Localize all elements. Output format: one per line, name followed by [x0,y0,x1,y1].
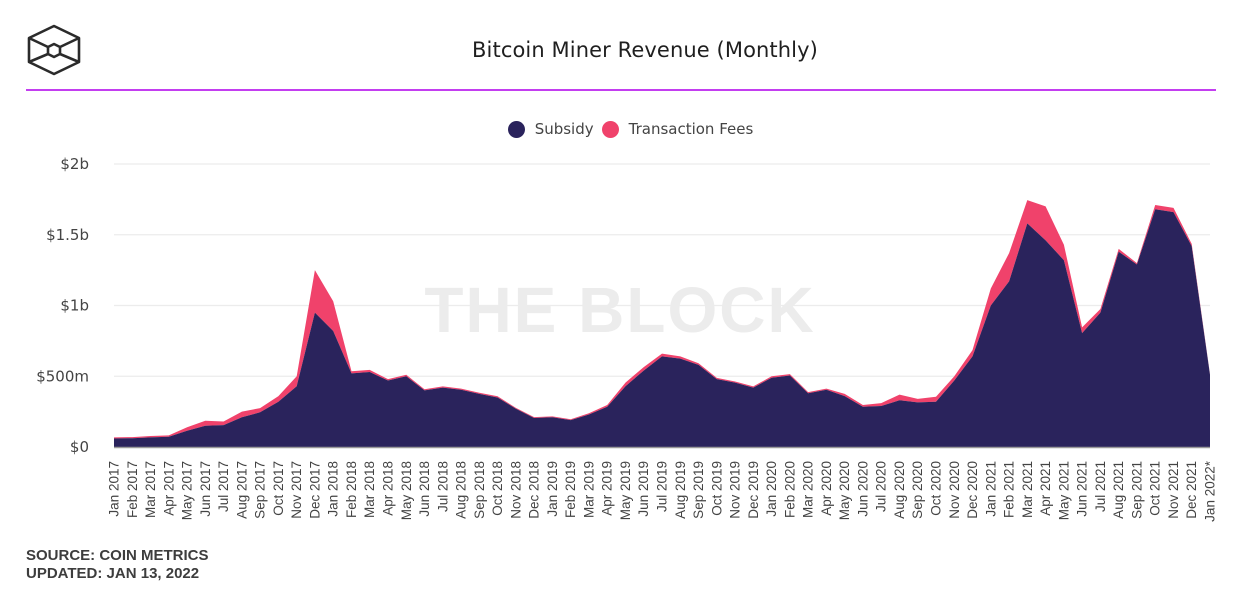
x-tick-label: Jan 2022* [1203,460,1218,522]
x-tick-label: Sep 2021 [1129,461,1144,519]
the-block-cube-logo-icon [27,24,81,76]
x-tick-label: Nov 2019 [728,461,743,519]
x-tick-label: May 2020 [837,461,852,520]
chart-title: Bitcoin Miner Revenue (Monthly) [472,38,818,62]
x-tick-label: May 2018 [399,461,414,520]
y-tick-label: $2b [60,155,89,173]
x-tick-label: Feb 2020 [782,461,797,518]
source-note: SOURCE: COIN METRICS [26,547,209,564]
x-tick-label: Jan 2018 [326,461,341,517]
x-tick-label: Jan 2020 [764,461,779,517]
x-tick-label: Jan 2017 [107,461,122,517]
legend-item-transaction-fees[interactable]: Transaction Fees [601,120,754,138]
x-tick-label: Sep 2017 [253,461,268,519]
x-tick-label: Jun 2018 [417,461,432,517]
x-tick-label: Apr 2019 [600,461,615,516]
x-tick-label: Sep 2019 [691,461,706,519]
x-tick-label: Sep 2018 [472,461,487,519]
x-tick-label: Feb 2019 [563,461,578,518]
x-tick-label: Jun 2021 [1075,461,1090,517]
x-tick-label: Mar 2020 [801,461,816,518]
x-tick-label: Mar 2018 [362,461,377,518]
x-tick-label: Oct 2019 [709,461,724,516]
x-tick-label: Mar 2019 [581,461,596,518]
y-tick-label: $0 [70,438,89,456]
legend-item-subsidy[interactable]: Subsidy [507,120,594,138]
chart-plot: THE BLOCK $0$500m$1b$1.5b$2b Jan 2017 Feb… [36,155,1218,522]
legend-label-subsidy: Subsidy [534,120,594,138]
x-tick-label: Jul 2021 [1093,461,1108,512]
x-tick-label: Feb 2021 [1002,461,1017,518]
x-tick-label: Dec 2020 [965,461,980,519]
y-axis-ticks: $0 $500m $1b $1.5b $2b [36,155,89,456]
x-tick-label: Jun 2020 [855,461,870,517]
x-tick-label: Nov 2020 [947,461,962,519]
x-tick-label: Aug 2020 [892,461,907,519]
x-tick-label: Jul 2020 [874,461,889,512]
y-tick-label: $500m [36,367,89,385]
x-tick-label: Dec 2021 [1184,461,1199,519]
y-tick-label: $1b [60,297,89,315]
header-divider [26,89,1216,91]
x-tick-label: Dec 2017 [307,461,322,519]
y-tick-label: $1.5b [46,226,89,244]
x-tick-label: Dec 2019 [746,461,761,519]
x-tick-label: May 2021 [1056,461,1071,520]
x-tick-label: Oct 2017 [271,461,286,516]
x-tick-label: Sep 2020 [910,461,925,519]
x-tick-label: Aug 2017 [234,461,249,519]
x-tick-label: Apr 2018 [381,461,396,516]
x-tick-label: Apr 2021 [1038,461,1053,516]
x-tick-label: Oct 2021 [1148,461,1163,516]
x-tick-label: Oct 2020 [929,461,944,516]
x-tick-label: Jul 2018 [435,461,450,512]
x-tick-label: Jan 2019 [545,461,560,517]
area-subsidy [114,209,1210,447]
updated-note: UPDATED: JAN 13, 2022 [26,565,200,582]
x-tick-label: Jan 2021 [983,461,998,517]
footer: SOURCE: COIN METRICS UPDATED: JAN 13, 20… [26,547,209,583]
x-tick-label: Apr 2017 [161,461,176,516]
x-tick-label: Jul 2019 [655,461,670,512]
legend-swatch-transaction-fees [601,120,619,138]
x-tick-label: Dec 2018 [527,461,542,519]
legend: Subsidy Transaction Fees [0,120,1246,138]
x-tick-label: Oct 2018 [490,461,505,516]
areas [114,200,1210,447]
watermark: THE BLOCK [424,274,815,346]
x-tick-label: Feb 2017 [125,461,140,518]
legend-label-transaction-fees: Transaction Fees [628,120,754,138]
x-tick-label: Aug 2021 [1111,461,1126,519]
x-tick-label: May 2019 [618,461,633,520]
legend-swatch-subsidy [507,120,525,138]
x-tick-label: Nov 2021 [1166,461,1181,519]
x-tick-label: Mar 2017 [143,461,158,518]
x-tick-label: May 2017 [180,461,195,520]
x-tick-label: Jun 2019 [636,461,651,517]
x-tick-label: Aug 2019 [673,461,688,519]
x-tick-label: Feb 2018 [344,461,359,518]
x-tick-label: Jul 2017 [216,461,231,512]
x-tick-label: Aug 2018 [454,461,469,519]
x-tick-label: Apr 2020 [819,461,834,516]
x-tick-label: Jun 2017 [198,461,213,517]
x-tick-label: Nov 2017 [289,461,304,519]
area-transaction-fees [114,200,1210,439]
x-tick-label: Nov 2018 [508,461,523,519]
x-tick-label: Mar 2021 [1020,461,1035,518]
x-axis-ticks: Jan 2017 Feb 2017 Mar 2017 Apr 2017 May 2017… [107,460,1218,522]
